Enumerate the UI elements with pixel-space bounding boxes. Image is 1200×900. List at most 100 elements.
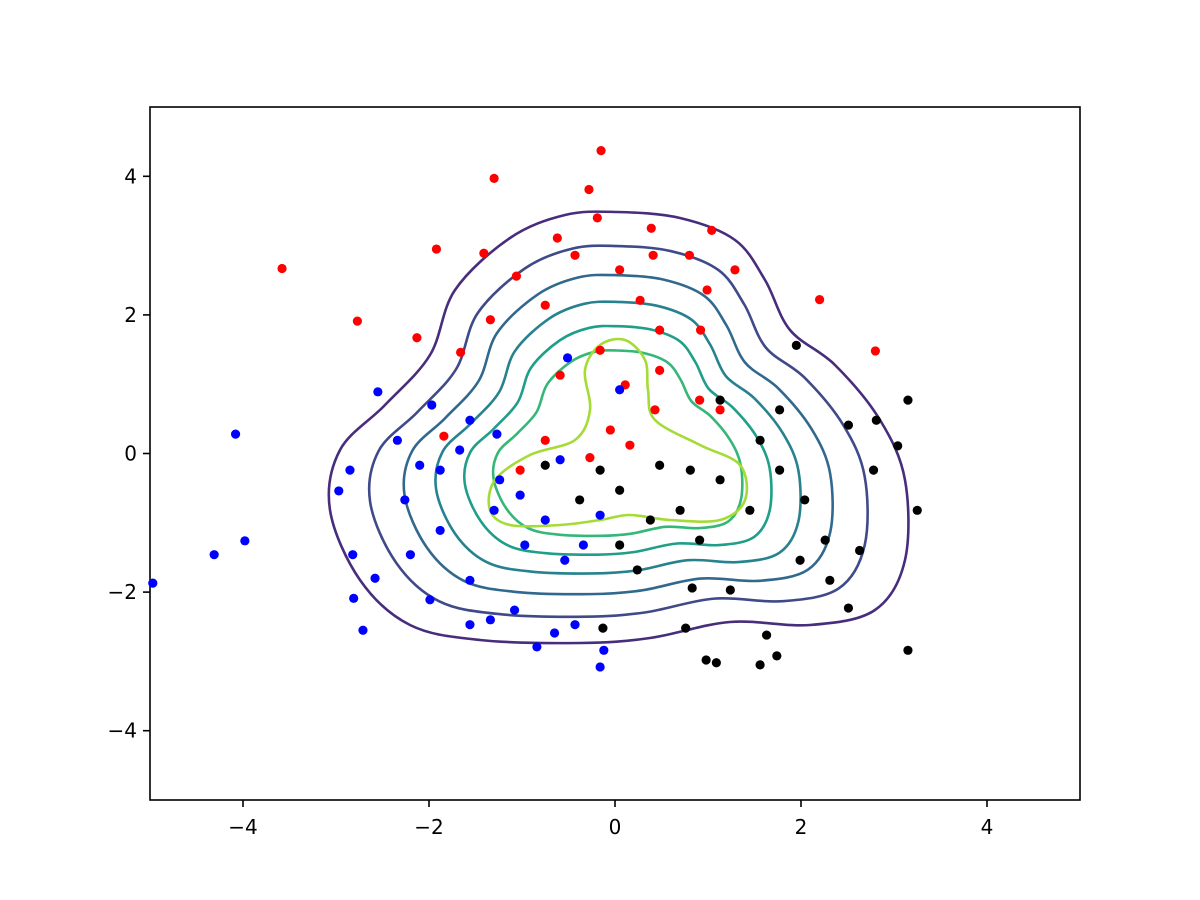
point [465,575,475,585]
point [540,460,550,470]
point [515,465,525,475]
point [373,387,383,397]
point [655,460,665,470]
point [552,233,562,243]
point [570,250,580,260]
point [701,655,711,665]
point [549,628,560,638]
point [772,651,782,661]
x-tick-label: 2 [795,815,808,839]
point [349,593,359,603]
point [795,555,805,565]
point [495,475,505,485]
point [209,550,219,560]
point [370,573,380,583]
point [715,395,725,405]
point [755,660,765,670]
point [632,565,642,575]
point [595,510,605,520]
y-tick-label: −4 [108,719,137,743]
point [868,465,879,475]
point [439,431,449,441]
point [562,353,573,363]
point [509,605,520,615]
point [912,505,922,515]
point [532,642,542,652]
point [425,595,435,605]
point [635,295,645,305]
point [595,662,605,672]
point [489,173,499,183]
y-tick-label: −2 [108,580,137,604]
point [681,623,691,633]
point [893,441,903,451]
x-tick-label: 0 [609,815,622,839]
point [598,623,608,633]
y-tick-label: 2 [124,303,137,327]
point [348,550,358,560]
point [800,495,810,505]
point [358,625,368,635]
point [511,271,522,281]
contour [367,244,869,619]
point [695,395,705,405]
point [843,603,854,613]
point [465,620,475,630]
point [540,435,550,445]
point [595,345,605,355]
point [695,535,705,545]
point [854,545,865,556]
point [575,495,585,505]
point [415,460,425,470]
point [825,575,835,585]
point [650,405,660,415]
point [585,453,595,463]
point [761,630,772,640]
point [775,405,785,415]
point [715,405,725,415]
point [592,213,602,223]
point [400,495,410,505]
point [685,465,695,475]
point [405,550,415,560]
point [570,620,580,630]
point [655,325,665,335]
point [695,325,706,335]
point [615,540,625,550]
point [435,525,445,536]
point [646,223,656,233]
density-contours [327,210,910,645]
point [707,225,717,235]
point [684,250,695,260]
point [352,316,362,326]
point [492,429,502,439]
x-tick-label: −4 [228,815,257,839]
point [485,315,495,325]
point [230,429,241,439]
point [775,465,785,475]
point [479,248,489,258]
point [615,265,625,275]
y-tick-label: 0 [124,442,137,466]
point [648,250,658,260]
point [540,515,550,525]
point [412,333,422,343]
contour [327,210,910,645]
point [345,465,355,475]
point [540,300,550,310]
point [903,395,913,405]
point [455,445,465,455]
point [465,415,475,425]
point [745,505,755,515]
point [485,615,495,625]
point [456,347,466,357]
point [515,490,525,500]
point [725,585,735,595]
point [615,385,625,395]
point [755,435,765,445]
point [605,425,615,435]
x-tick-label: −2 [414,815,443,839]
point [820,535,830,545]
point [555,370,565,380]
